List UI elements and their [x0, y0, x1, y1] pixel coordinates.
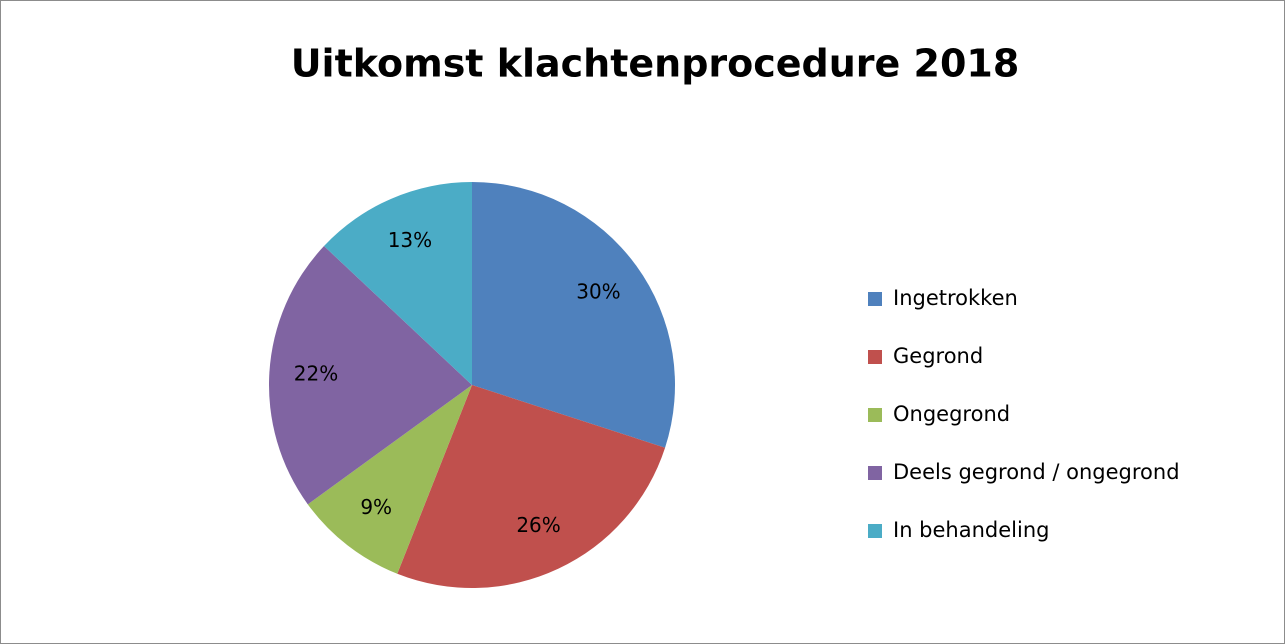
pie-slice	[269, 246, 472, 505]
legend-swatch	[868, 466, 882, 480]
legend-swatch	[868, 292, 882, 306]
data-label: 30%	[576, 280, 620, 304]
legend-label: In behandeling	[893, 518, 1049, 542]
legend-label: Ingetrokken	[893, 286, 1018, 310]
legend-label: Gegrond	[893, 344, 983, 368]
legend-label: Ongegrond	[893, 402, 1010, 426]
pie-slice	[307, 385, 472, 574]
pie-slice	[397, 385, 666, 588]
chart-title: Uitkomst klachtenprocedure 2018	[291, 42, 1020, 86]
pie-slice	[324, 182, 472, 385]
legend-swatch	[868, 408, 882, 422]
data-label: 22%	[294, 362, 338, 386]
legend-swatch	[868, 350, 882, 364]
data-label: 26%	[516, 513, 560, 537]
pie-slice	[472, 182, 675, 448]
legend-swatch	[868, 524, 882, 538]
legend-label: Deels gegrond / ongegrond	[893, 460, 1180, 484]
data-label: 9%	[360, 495, 392, 519]
data-label: 13%	[388, 228, 432, 252]
